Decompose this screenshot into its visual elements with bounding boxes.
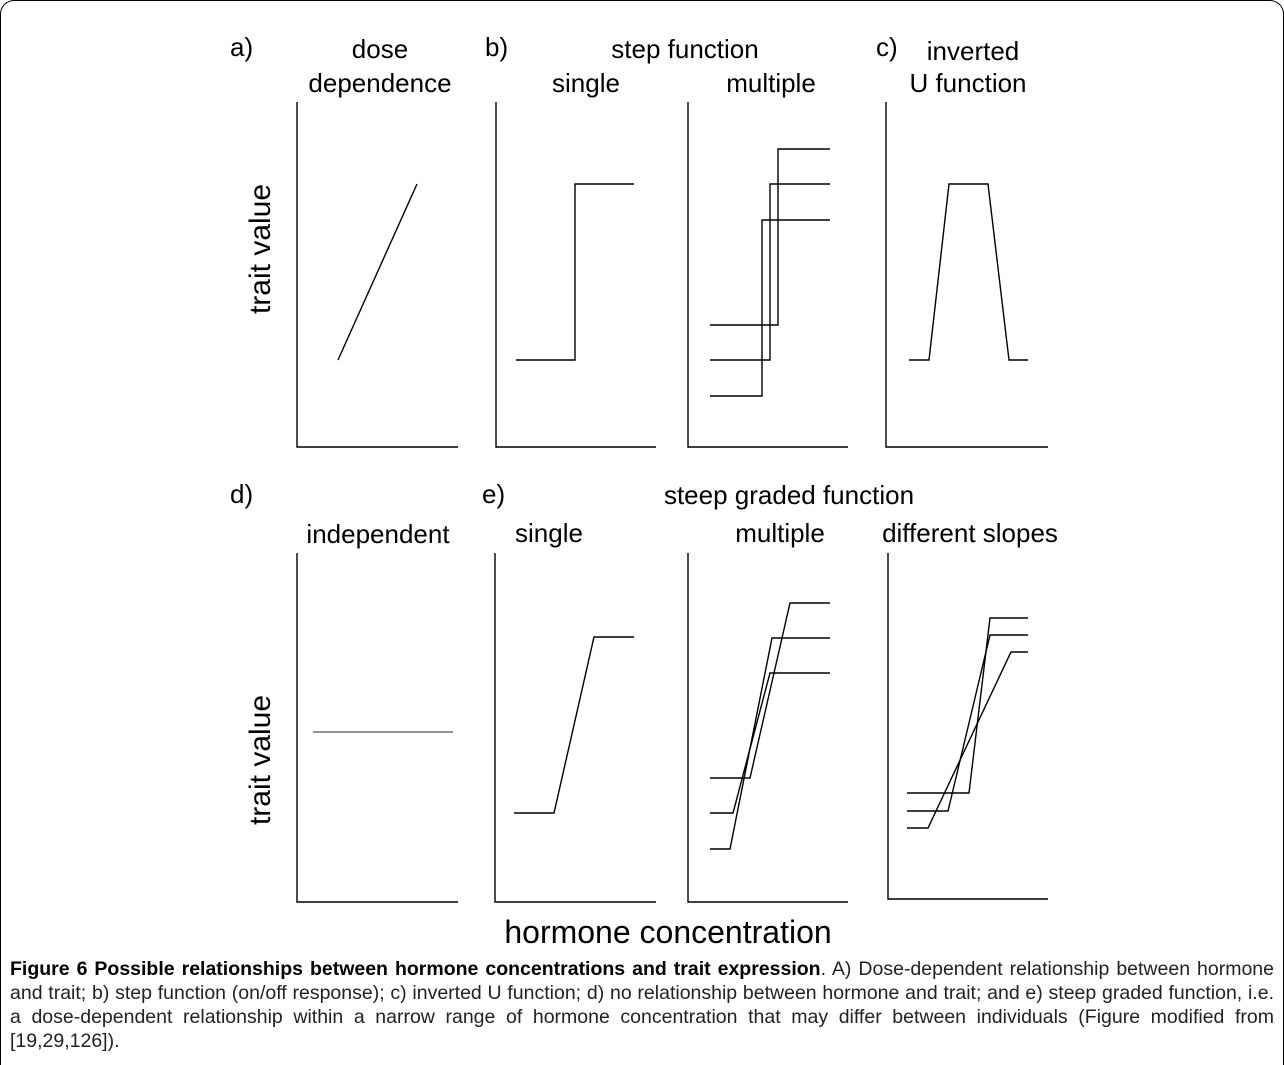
figure-diagram: a) dose dependence b) step function sing… [230, 32, 1058, 950]
panel-b-group-title: step function [611, 34, 758, 64]
y-axis-label-top: trait value [244, 184, 277, 314]
caption-body: . A) Dose-dependent relationship between… [10, 958, 1274, 1052]
panel-b-letter: b) [485, 32, 508, 62]
panel-e-slopes-title: different slopes [882, 518, 1058, 548]
panel-b-multiple-curve-1 [710, 148, 830, 326]
panel-e-slopes-curve-1 [907, 617, 1028, 794]
panel-e-slopes-axes [887, 553, 1048, 900]
figure-caption: Figure 6 Possible relationships between … [10, 957, 1274, 1053]
panel-e-single-title: single [515, 518, 583, 548]
panel-e-multiple-curve-3 [710, 637, 830, 850]
panel-e-letter: e) [482, 479, 505, 509]
panel-b-multiple-curve-2 [710, 183, 830, 361]
panel-b-single-axes [495, 102, 656, 448]
panel-a-letter: a) [230, 32, 253, 62]
panel-c-axes [885, 102, 1048, 448]
y-axis-label-bottom: trait value [244, 695, 277, 825]
panel-a-title-line2: dependence [308, 68, 451, 98]
panel-a-axes [296, 102, 458, 448]
panel-b-single-title: single [552, 68, 620, 98]
panel-b-multiple-curve-3 [710, 219, 830, 397]
caption-title: Figure 6 Possible relationships between … [10, 958, 821, 980]
panel-c-title-line1: inverted [927, 36, 1020, 66]
panel-e-multiple-title: multiple [735, 518, 825, 548]
panel-c-title-line2: U function [909, 68, 1026, 98]
panel-e-single-curve [514, 636, 634, 814]
panel-e-multiple-curve-2 [710, 672, 830, 814]
panel-d-axes [296, 553, 458, 903]
panel-a-title-line1: dose [352, 34, 408, 64]
panel-b-single-curve [516, 183, 634, 361]
panel-e-multiple-axes [687, 553, 848, 903]
panel-b-multiple-title: multiple [726, 68, 816, 98]
panel-e-group-title: steep graded function [664, 480, 914, 510]
panel-e-multiple-curve-1 [710, 602, 830, 779]
panel-e-slopes-curve-2 [907, 634, 1028, 812]
panel-e-slopes-curve-3 [907, 651, 1028, 829]
panel-a-curve [337, 183, 418, 361]
panel-c-letter: c) [876, 32, 898, 62]
panel-c-curve [909, 183, 1028, 361]
panel-b-multiple-axes [687, 102, 848, 448]
panel-d-title: independent [306, 519, 450, 549]
panel-e-single-axes [494, 553, 656, 903]
x-axis-label: hormone concentration [504, 914, 831, 950]
panel-d-letter: d) [230, 479, 253, 509]
